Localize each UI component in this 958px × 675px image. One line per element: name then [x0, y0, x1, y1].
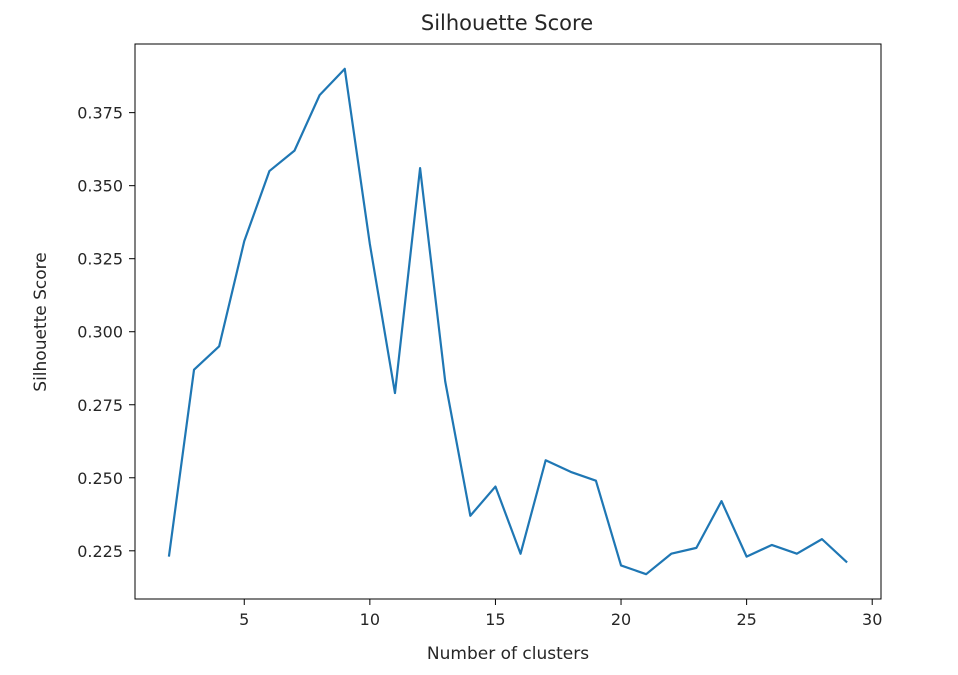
- y-axis: 0.225 0.250 0.275 0.300 0.325 0.350 0.375: [77, 104, 135, 561]
- x-axis: 5 10 15 20 25 30: [239, 599, 882, 629]
- y-tick-label: 0.375: [77, 104, 123, 123]
- y-tick-label: 0.350: [77, 177, 123, 196]
- x-tick-label: 20: [611, 610, 631, 629]
- y-tick-label: 0.225: [77, 542, 123, 561]
- y-axis-label: Silhouette Score: [31, 252, 51, 391]
- x-tick-label: 5: [239, 610, 249, 629]
- y-tick-label: 0.325: [77, 250, 123, 269]
- plot-area: 5 10 15 20 25 30 0.225 0.250 0.275 0.300 0.325 0.3…: [77, 43, 882, 629]
- y-tick-label: 0.300: [77, 323, 123, 342]
- x-tick-label: 25: [736, 610, 756, 629]
- y-tick-label: 0.250: [77, 469, 123, 488]
- series-line: [167, 67, 848, 576]
- chart-title: Silhouette Score: [421, 11, 593, 35]
- x-tick-label: 15: [485, 610, 505, 629]
- plot-frame: [134, 43, 882, 600]
- y-tick-label: 0.275: [77, 396, 123, 415]
- x-tick-label: 30: [862, 610, 882, 629]
- x-axis-label: Number of clusters: [427, 644, 589, 664]
- x-tick-label: 10: [360, 610, 380, 629]
